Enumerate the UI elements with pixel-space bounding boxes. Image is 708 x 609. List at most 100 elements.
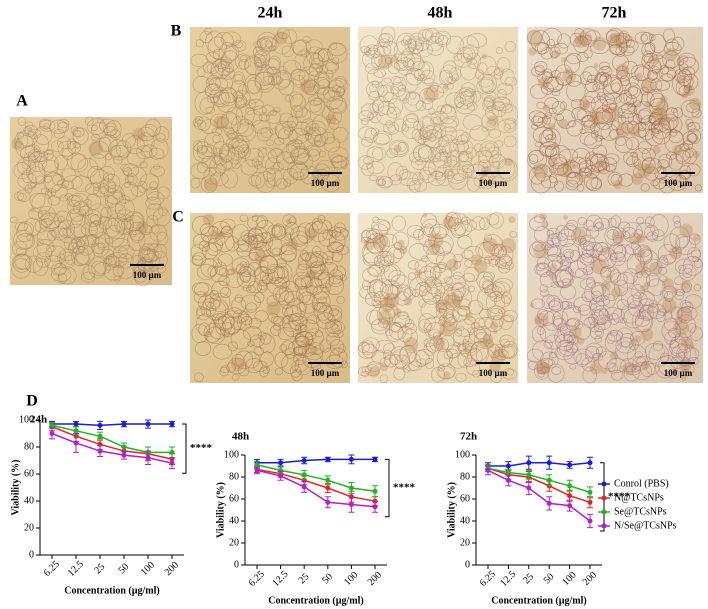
legend-label: N/Se@TCsNPs bbox=[614, 520, 677, 531]
cell bbox=[276, 27, 290, 40]
cell bbox=[678, 264, 687, 271]
cell bbox=[460, 132, 471, 143]
stain bbox=[614, 32, 630, 47]
cell bbox=[534, 361, 550, 380]
data-point bbox=[301, 458, 307, 463]
cell bbox=[661, 285, 677, 299]
cell bbox=[82, 264, 96, 280]
scale-bar-label: 100 µm bbox=[664, 368, 693, 378]
cell bbox=[332, 56, 340, 65]
cell bbox=[573, 348, 593, 366]
cell bbox=[481, 279, 494, 291]
cell bbox=[332, 265, 346, 280]
cell bbox=[417, 145, 437, 162]
cell bbox=[679, 300, 692, 310]
cell bbox=[291, 369, 303, 382]
stain bbox=[305, 270, 315, 280]
data-point bbox=[145, 455, 151, 461]
x-tick-label: 50 bbox=[542, 571, 557, 586]
cell bbox=[492, 314, 504, 328]
cell bbox=[460, 82, 476, 98]
cell bbox=[154, 243, 167, 259]
cell bbox=[453, 327, 470, 346]
cell bbox=[383, 92, 398, 105]
cell bbox=[336, 296, 345, 304]
stain bbox=[529, 302, 535, 308]
cell bbox=[272, 286, 289, 303]
cell bbox=[318, 228, 337, 247]
cell bbox=[598, 161, 610, 175]
cell bbox=[252, 46, 264, 59]
data-point bbox=[546, 477, 552, 483]
cell bbox=[237, 234, 258, 252]
cell bbox=[91, 124, 98, 132]
cell bbox=[651, 123, 672, 145]
cell bbox=[657, 244, 678, 265]
cell bbox=[196, 67, 206, 77]
cell bbox=[617, 221, 631, 232]
y-tick-label: 60 bbox=[229, 493, 239, 504]
cell bbox=[400, 47, 422, 69]
cell bbox=[594, 121, 611, 139]
cell bbox=[254, 71, 276, 93]
cell bbox=[372, 278, 394, 300]
cell bbox=[631, 365, 641, 373]
stain bbox=[628, 232, 641, 245]
cell bbox=[190, 177, 201, 189]
cell bbox=[266, 295, 279, 307]
cell bbox=[405, 90, 420, 106]
data-point bbox=[49, 431, 55, 436]
cell bbox=[390, 53, 408, 70]
cell bbox=[497, 119, 517, 134]
cell bbox=[389, 346, 409, 369]
cell bbox=[28, 166, 46, 185]
data-point bbox=[121, 421, 127, 427]
cell bbox=[241, 316, 253, 326]
stain bbox=[548, 272, 557, 281]
cell bbox=[267, 224, 281, 236]
cell bbox=[577, 217, 588, 226]
cell bbox=[268, 45, 277, 52]
stain bbox=[613, 179, 623, 189]
data-point bbox=[587, 499, 593, 505]
stain bbox=[589, 362, 602, 375]
cell bbox=[205, 30, 224, 53]
cell bbox=[328, 274, 344, 288]
cell bbox=[534, 42, 550, 55]
stain bbox=[473, 259, 488, 274]
cell bbox=[130, 254, 147, 273]
cell bbox=[604, 306, 623, 320]
cell bbox=[371, 223, 389, 238]
cell bbox=[574, 323, 592, 340]
stain bbox=[217, 231, 226, 240]
stain bbox=[574, 170, 584, 180]
cell bbox=[581, 245, 595, 258]
cell bbox=[605, 92, 622, 105]
cell bbox=[545, 134, 554, 143]
cell bbox=[640, 183, 650, 192]
cell bbox=[413, 228, 425, 241]
cell bbox=[430, 110, 449, 125]
cell bbox=[641, 267, 651, 278]
cell bbox=[436, 299, 451, 310]
cell bbox=[593, 322, 606, 332]
cell bbox=[265, 177, 275, 189]
cell bbox=[585, 78, 598, 93]
cell bbox=[369, 102, 379, 112]
cell bbox=[671, 246, 682, 255]
cell bbox=[673, 107, 684, 118]
cell bbox=[259, 35, 276, 50]
cell bbox=[331, 324, 340, 333]
cell bbox=[103, 264, 123, 281]
cell bbox=[578, 235, 586, 245]
cell bbox=[394, 315, 412, 328]
cell bbox=[610, 272, 628, 287]
cell bbox=[466, 33, 488, 48]
cell bbox=[620, 288, 642, 308]
cell bbox=[653, 340, 663, 352]
cell bbox=[312, 168, 329, 183]
cell bbox=[136, 132, 155, 153]
scale-bar-label: 100 µm bbox=[664, 178, 693, 188]
cell bbox=[231, 374, 240, 381]
stain bbox=[414, 269, 423, 277]
